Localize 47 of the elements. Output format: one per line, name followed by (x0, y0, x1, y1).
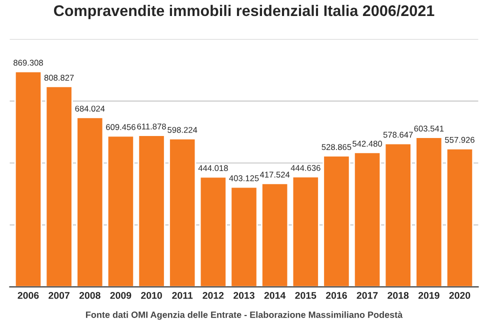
data-label: 869.308 (14, 60, 43, 66)
data-label: 603.541 (414, 126, 444, 132)
data-label: 611.878 (137, 124, 166, 130)
data-label: 444.636 (290, 165, 320, 171)
x-tick-label: 2009 (110, 292, 132, 299)
source-note: Fonte dati OMI Agenzia delle Entrate - Elaborazione Massimiliano Podestà (86, 311, 403, 320)
data-label: 542.480 (352, 140, 382, 147)
bar (322, 155, 350, 287)
x-tick-label: 2006 (18, 292, 39, 299)
x-tick-label: 2013 (234, 292, 254, 299)
x-tick-label: 2011 (172, 292, 193, 299)
chart-title: Compravendite immobili residenziali Italia 2006/2021 (54, 4, 434, 20)
x-tick-label: 2016 (326, 292, 347, 299)
bar (138, 134, 166, 287)
data-label: 808.827 (44, 74, 74, 81)
bar (199, 176, 227, 287)
x-tick-label: 2019 (418, 292, 440, 299)
bar (45, 86, 73, 287)
bar (230, 186, 258, 287)
bar (76, 116, 104, 287)
x-tick-label: 2015 (295, 292, 316, 299)
data-label: 684.024 (75, 106, 105, 112)
bar (261, 182, 289, 287)
data-label: 403.125 (229, 175, 259, 182)
bar (106, 135, 135, 287)
bar (14, 70, 42, 287)
data-label: 417.524 (260, 172, 290, 178)
bar (384, 142, 412, 287)
data-label: 528.865 (322, 144, 352, 150)
x-tick-label: 2008 (79, 292, 100, 299)
data-label: 609.456 (106, 124, 136, 130)
data-label: 444.018 (198, 165, 228, 172)
x-tick-label: 2018 (388, 292, 409, 299)
data-label: 578.647 (383, 132, 413, 138)
bar (168, 138, 196, 287)
bar (415, 136, 443, 287)
bar (446, 148, 474, 287)
x-tick-label: 2012 (202, 292, 224, 299)
data-label: 598.224 (168, 126, 198, 133)
x-tick-label: 2007 (48, 292, 70, 299)
bar (353, 152, 382, 287)
bar (292, 176, 320, 287)
x-tick-label: 2020 (449, 292, 470, 299)
data-label: 557.926 (445, 136, 474, 143)
x-tick-label: 2014 (264, 292, 286, 299)
x-tick-label: 2010 (141, 292, 162, 299)
x-tick-label: 2017 (356, 292, 378, 299)
